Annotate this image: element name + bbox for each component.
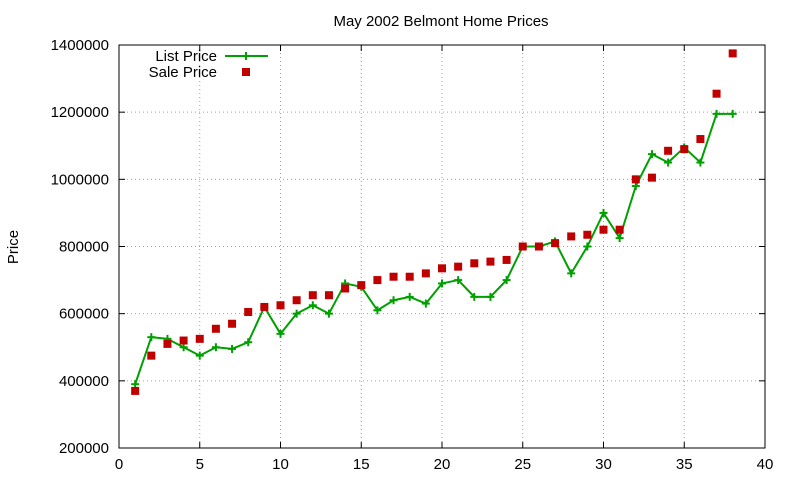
list-price-point	[276, 329, 285, 338]
sale-price-point	[728, 49, 737, 58]
sale-price-point	[260, 302, 269, 311]
sale-price-point	[179, 336, 188, 345]
y-tick-label: 200000	[59, 440, 109, 457]
x-tick-label: 5	[196, 456, 204, 473]
list-price-point	[712, 109, 721, 118]
list-price-line	[134, 112, 733, 385]
sale-price-point	[502, 255, 511, 264]
y-tick-label: 1400000	[51, 37, 109, 54]
x-tick-label: 35	[676, 456, 693, 473]
list-price-point	[228, 344, 237, 353]
x-tick-label: 30	[595, 456, 612, 473]
x-tick-label: 25	[514, 456, 531, 473]
list-price-point	[179, 343, 188, 352]
sale-price-point	[389, 272, 398, 281]
list-price-point	[308, 301, 317, 310]
sale-price-point	[195, 334, 204, 343]
x-tick-label: 15	[353, 456, 370, 473]
sale-price-point	[211, 324, 220, 333]
series-list-price	[131, 109, 737, 389]
list-price-point	[583, 242, 592, 251]
sale-price-point	[244, 307, 253, 316]
list-price-point	[470, 292, 479, 301]
list-price-point	[211, 343, 220, 352]
x-tick-label: 10	[272, 456, 289, 473]
list-price-point	[292, 309, 301, 318]
list-price-point	[567, 269, 576, 278]
legend-swatch-square	[242, 68, 250, 76]
sale-price-point	[308, 291, 317, 300]
sale-price-point	[341, 284, 350, 293]
list-price-point	[147, 333, 156, 342]
sale-price-point	[567, 232, 576, 241]
sale-price-point	[357, 281, 366, 290]
sale-price-point	[712, 89, 721, 98]
sale-price-point	[486, 257, 495, 266]
sale-price-point	[324, 291, 333, 300]
list-price-point	[405, 292, 414, 301]
plot-frame	[118, 44, 766, 449]
list-price-point	[195, 351, 204, 360]
sale-price-point	[631, 175, 640, 184]
list-price-point	[615, 234, 624, 243]
sale-price-point	[583, 230, 592, 239]
sale-price-point	[599, 225, 608, 234]
axis-ticks: 0 5 10 15 20 25 30 35 40 200000 400000 600000 800000…	[51, 37, 774, 473]
list-price-point	[454, 276, 463, 285]
grid	[119, 45, 765, 448]
list-price-point	[728, 109, 737, 118]
sale-price-point	[228, 319, 237, 328]
y-axis-label: Price	[5, 230, 22, 264]
list-price-point	[389, 296, 398, 305]
list-price-point	[631, 182, 640, 191]
sale-price-point	[405, 272, 414, 281]
sale-price-point	[647, 173, 656, 182]
sale-price-point	[147, 351, 156, 360]
sale-price-point	[292, 296, 301, 305]
list-price-point	[324, 309, 333, 318]
list-price-point	[599, 208, 608, 217]
sale-price-point	[615, 225, 624, 234]
y-tick-label: 800000	[59, 239, 109, 256]
sale-price-point	[373, 276, 382, 285]
series-sale-price	[131, 49, 737, 395]
y-tick-label: 400000	[59, 373, 109, 390]
list-price-point	[502, 276, 511, 285]
y-tick-label: 1000000	[51, 171, 109, 188]
sale-price-point	[131, 386, 140, 395]
y-tick-label: 1200000	[51, 104, 109, 121]
sale-price-point	[680, 145, 689, 154]
sale-price-point	[551, 239, 560, 248]
list-price-point	[647, 150, 656, 159]
sale-price-point	[470, 259, 479, 268]
sale-price-point	[518, 242, 527, 251]
list-price-point	[421, 299, 430, 308]
list-price-point	[373, 306, 382, 315]
list-price-point	[438, 279, 446, 288]
sale-price-point	[454, 262, 463, 271]
x-tick-label: 40	[757, 456, 774, 473]
plot-series	[131, 49, 737, 395]
chart-title: May 2002 Belmont Home Prices	[333, 13, 548, 30]
sale-price-point	[421, 269, 430, 278]
list-price-point	[486, 292, 495, 301]
sale-price-point	[276, 301, 285, 310]
y-tick-label: 600000	[59, 306, 109, 323]
sale-price-point	[438, 264, 446, 273]
sale-price-point	[696, 135, 705, 144]
sale-price-point	[534, 242, 543, 251]
list-price-point	[696, 158, 705, 167]
list-price-point	[664, 158, 673, 167]
sale-price-point	[664, 146, 673, 155]
list-price-point	[244, 338, 253, 347]
x-tick-label: 0	[115, 456, 123, 473]
list-price-point	[131, 380, 140, 389]
sale-price-point	[163, 339, 172, 348]
legend-label-list-price: List Price	[155, 48, 217, 65]
x-tick-label: 20	[434, 456, 451, 473]
legend-label-sale-price: Sale Price	[149, 64, 217, 81]
legend-swatch-plus	[242, 52, 250, 60]
